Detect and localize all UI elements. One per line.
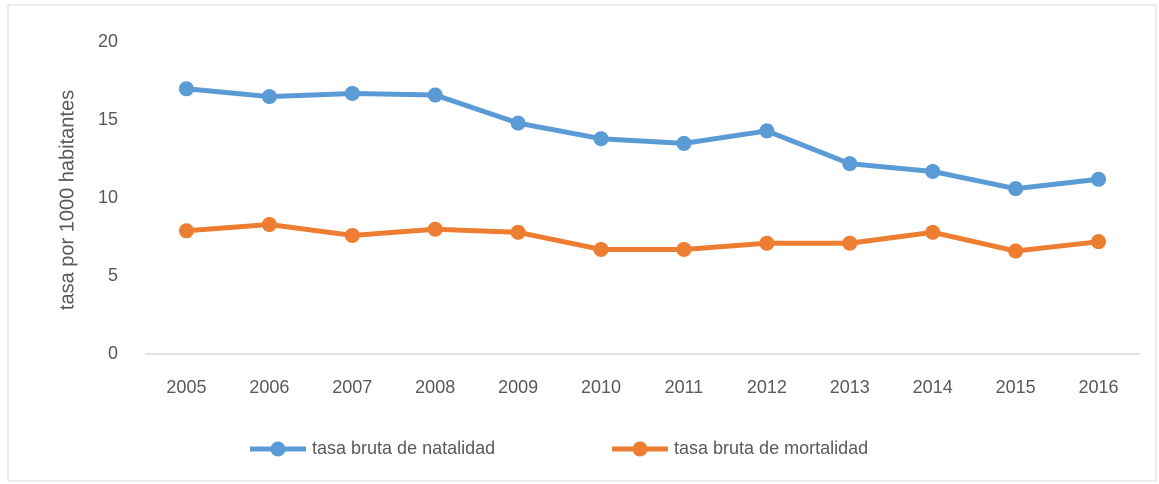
x-tick-label: 2009 <box>498 377 538 397</box>
data-point <box>427 87 443 103</box>
y-tick-label: 0 <box>108 343 118 363</box>
data-point <box>842 156 858 172</box>
x-tick-label: 2015 <box>996 377 1036 397</box>
data-point <box>676 135 692 151</box>
data-point <box>178 223 194 239</box>
data-point <box>510 224 526 240</box>
data-point <box>344 85 360 101</box>
y-tick-label: 20 <box>98 31 118 51</box>
x-tick-label: 2012 <box>747 377 787 397</box>
data-point <box>1008 243 1024 259</box>
data-point <box>344 227 360 243</box>
data-point <box>427 221 443 237</box>
x-tick-label: 2010 <box>581 377 621 397</box>
series-line <box>186 86 1099 192</box>
y-tick-label: 5 <box>108 265 118 285</box>
data-point <box>925 224 941 240</box>
legend-label: tasa bruta de natalidad <box>312 438 495 458</box>
x-tick-label: 2011 <box>665 377 704 397</box>
data-point <box>842 235 858 251</box>
data-point <box>261 89 277 105</box>
x-tick-label: 2014 <box>913 377 953 397</box>
data-point <box>759 235 775 251</box>
data-point <box>1091 171 1107 187</box>
x-tick-label: 2016 <box>1079 377 1119 397</box>
data-point <box>261 217 277 233</box>
y-tick-label: 10 <box>98 187 118 207</box>
series-line <box>186 222 1099 254</box>
data-point <box>759 123 775 139</box>
legend-marker <box>270 441 286 457</box>
x-tick-label: 2008 <box>415 377 455 397</box>
x-tick-label: 2007 <box>332 377 372 397</box>
data-point <box>676 241 692 257</box>
legend-marker <box>632 441 648 457</box>
y-tick-label: 15 <box>98 109 118 129</box>
y-axis-label: tasa por 1000 habitantes <box>56 90 78 310</box>
data-point <box>510 115 526 131</box>
data-point <box>1091 234 1107 250</box>
data-point <box>178 81 194 97</box>
data-point <box>925 163 941 179</box>
x-tick-label: 2005 <box>166 377 206 397</box>
data-point <box>593 241 609 257</box>
x-tick-label: 2013 <box>830 377 870 397</box>
x-tick-label: 2006 <box>249 377 289 397</box>
data-point <box>593 131 609 147</box>
data-point <box>1008 181 1024 197</box>
legend-label: tasa bruta de mortalidad <box>674 438 868 458</box>
